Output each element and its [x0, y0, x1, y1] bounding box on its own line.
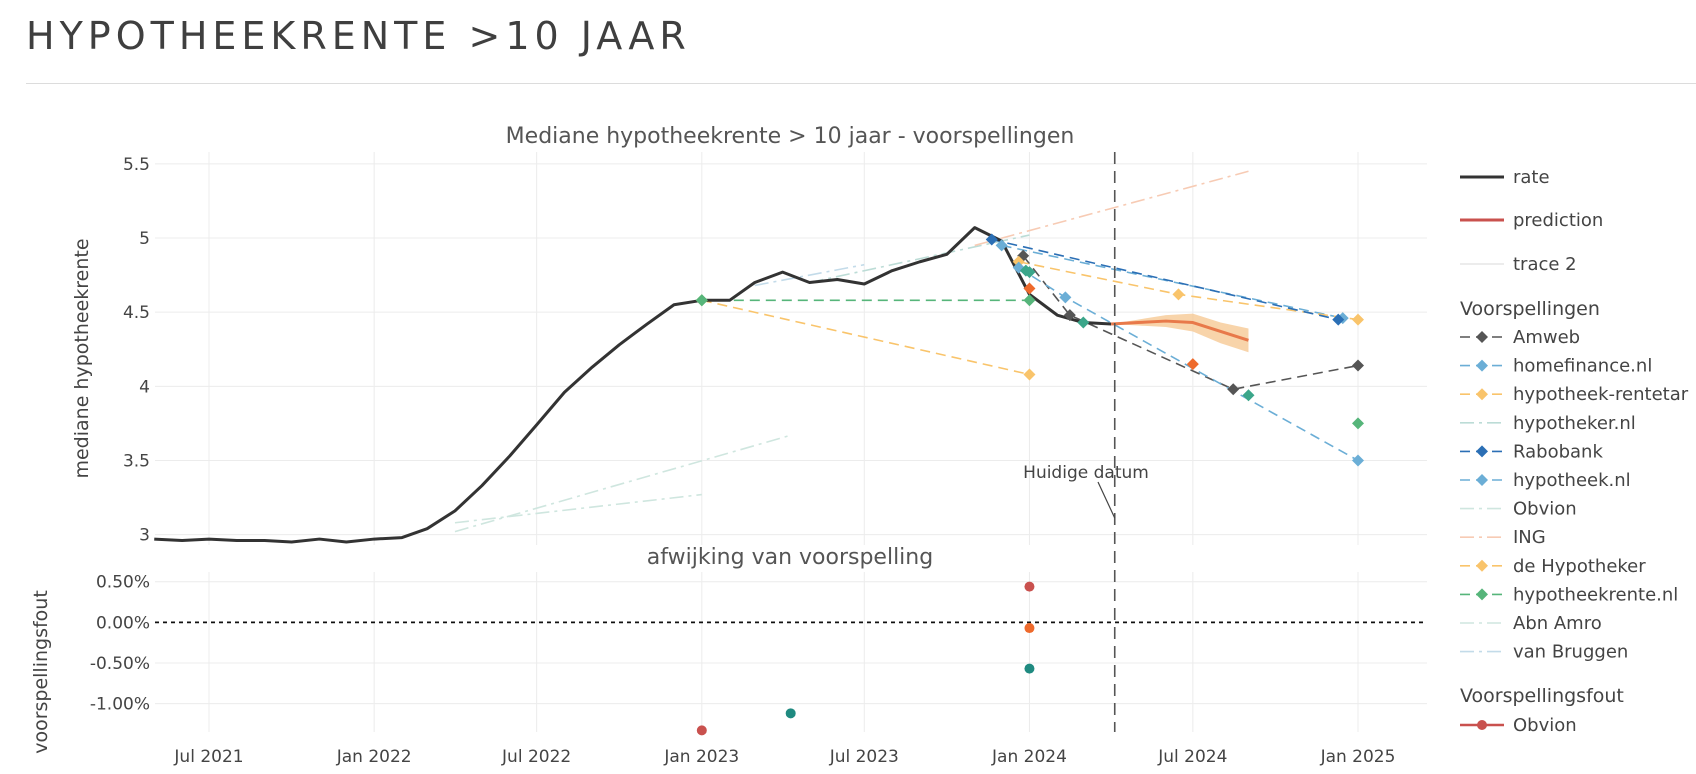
y-tick-label: 3: [139, 526, 150, 546]
legend-marker: [1477, 720, 1487, 730]
forecast-marker: [1242, 389, 1255, 402]
forecast-marker: [1186, 358, 1199, 371]
legend-label: ING: [1513, 527, 1546, 548]
legend-group-title: Voorspellingsfout: [1460, 685, 1624, 707]
y-tick-label: 0.00%: [96, 613, 150, 633]
legend-label: hypotheek-rentetar: [1513, 384, 1689, 405]
error-point: [1024, 623, 1035, 634]
legend-marker: [1476, 559, 1488, 572]
legend: rate prediction trace 2 Voorspellingen Amweb…: [1460, 167, 1689, 736]
forecast-marker: [995, 239, 1008, 252]
x-tick-label: Jan 2023: [663, 747, 739, 767]
forecast-marker: [985, 233, 998, 246]
legend-marker: [1476, 359, 1488, 372]
legend-label: Obvion: [1513, 499, 1577, 520]
legend-label: Obvion: [1513, 715, 1577, 736]
y-tick-label: 3.5: [123, 451, 150, 471]
y-axis-title: mediane hypotheekrente: [71, 238, 93, 478]
rate-line-layer: [154, 226, 1249, 544]
forecast-lines-layer: [454, 170, 1359, 533]
legend-label: de Hypotheker: [1513, 556, 1646, 577]
forecast-line-van-bruggen: [754, 263, 865, 287]
x-tick-label: Jan 2024: [991, 747, 1067, 767]
legend-label: prediction: [1513, 210, 1603, 231]
error-point: [1024, 663, 1035, 674]
legend-label: van Bruggen: [1513, 642, 1628, 663]
legend-marker: [1476, 474, 1488, 486]
x-tick-label: Jul 2024: [1157, 747, 1227, 767]
forecast-marker: [1332, 313, 1345, 326]
axis-labels: 3 3.5 4 4.5 5 5.5 0.50% 0.00% -0.50% -1.00% Jul 20…: [30, 124, 1395, 767]
forecast-line-de-hypotheker: [701, 299, 1030, 376]
forecast-line-rabobank: [991, 238, 1339, 321]
forecast-line-homefinance-nl: [1001, 244, 1343, 319]
forecast-marker: [1352, 359, 1364, 372]
forecast-marker: [1019, 264, 1032, 277]
legend-marker: [1476, 588, 1488, 601]
x-tick-label: Jan 2025: [1320, 747, 1396, 767]
forecast-marker: [1352, 417, 1364, 430]
legend-label: hypotheek.nl: [1513, 470, 1631, 491]
y-tick-label: 0.50%: [96, 573, 150, 593]
chart-title: Mediane hypotheekrente > 10 jaar - voors…: [506, 124, 1075, 149]
forecast-marker: [1352, 454, 1364, 467]
x-tick-label: Jan 2022: [336, 747, 412, 767]
legend-marker: [1476, 388, 1488, 401]
y-tick-label: 5.5: [123, 155, 150, 175]
page-title: HYPOTHEEKRENTE >10 JAAR: [26, 14, 691, 58]
forecast-marker: [1059, 291, 1072, 304]
legend-label: rate: [1513, 167, 1550, 188]
forecast-line-obvion: [454, 493, 702, 524]
forecast-marker: [1077, 316, 1090, 329]
rate-line: [154, 226, 1112, 544]
forecast-markers-layer: [695, 233, 1364, 467]
legend-label: hypotheekrente.nl: [1513, 584, 1678, 605]
x-tick-label: Jul 2021: [173, 747, 243, 767]
y-tick-label: 4: [139, 377, 150, 397]
error-point: [696, 725, 707, 736]
title-divider: [26, 83, 1696, 84]
bottom-panel-grid: [155, 572, 1427, 732]
current-date-layer: Huidige datum: [1023, 152, 1149, 732]
legend-label: Rabobank: [1513, 441, 1603, 462]
y-tick-label: 5: [139, 229, 150, 249]
x-tick-label: Jul 2022: [501, 747, 571, 767]
legend-marker: [1476, 331, 1488, 343]
y-axis-title: voorspellingsfout: [30, 590, 52, 754]
forecast-marker: [1023, 294, 1036, 307]
forecast-marker: [1023, 368, 1036, 381]
forecast-marker: [1227, 383, 1240, 396]
x-tick-label: Jul 2023: [829, 747, 899, 767]
legend-label: trace 2: [1513, 254, 1577, 275]
forecast-marker: [1023, 282, 1036, 295]
prediction-line: [1111, 319, 1249, 342]
legend-label: Abn Amro: [1513, 613, 1602, 634]
error-points-layer: [696, 581, 1035, 736]
y-tick-label: -1.00%: [90, 695, 150, 715]
error-point: [1024, 581, 1035, 592]
current-date-annotation: Huidige datum: [1023, 463, 1149, 483]
legend-label: hypotheker.nl: [1513, 413, 1636, 434]
forecast-line-ing: [974, 170, 1249, 247]
y-tick-label: 4.5: [123, 303, 150, 323]
y-tick-label: -0.50%: [90, 654, 150, 674]
forecast-marker: [695, 294, 708, 307]
forecast-line-hypotheker-nl: [809, 234, 1030, 284]
legend-label: Amweb: [1513, 327, 1580, 348]
annotation-arrow: [1097, 481, 1116, 519]
subchart-title: afwijking van voorspelling: [647, 545, 933, 570]
legend-label: homefinance.nl: [1513, 356, 1652, 377]
forecast-line-abn-amro: [454, 434, 791, 533]
legend-group-title: Voorspellingen: [1460, 298, 1600, 320]
top-panel-grid: [155, 152, 1427, 545]
forecast-marker: [1172, 288, 1185, 301]
forecast-marker: [1063, 309, 1076, 322]
forecast-marker: [1352, 313, 1364, 326]
legend-marker: [1476, 445, 1488, 458]
error-point: [785, 708, 796, 719]
